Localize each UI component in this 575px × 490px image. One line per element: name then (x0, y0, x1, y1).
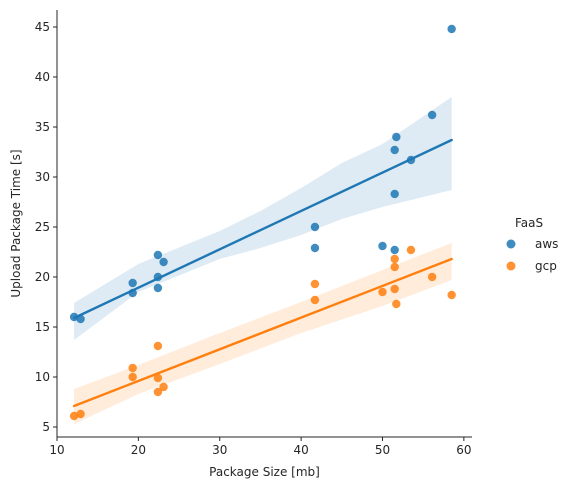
legend-marker-gcp (506, 261, 516, 271)
axes: 10 20 30 40 50 60 5 10 15 20 25 30 35 40 45 (35, 10, 472, 457)
x-tick-label: 60 (456, 443, 471, 457)
gcp-data-point (378, 287, 387, 297)
x-axis-label: Package Size [mb] (209, 465, 320, 479)
y-ticks: 5 10 15 20 25 30 35 40 45 (35, 20, 57, 434)
y-tick-label: 5 (42, 420, 50, 434)
y-tick-label: 15 (35, 320, 50, 334)
gcp-data-point (390, 262, 399, 272)
aws-confidence-band (74, 97, 452, 340)
y-axis-label: Upload Package Time [s] (9, 149, 23, 297)
legend: FaaS aws gcp (506, 216, 558, 273)
aws-data-point (159, 257, 168, 267)
y-tick-label: 10 (35, 370, 50, 384)
aws-data-point (310, 243, 320, 253)
x-tick-label: 20 (131, 443, 146, 457)
aws-data-point (427, 110, 437, 120)
gcp-regression-line (72, 257, 453, 408)
aws-data-point (153, 250, 163, 260)
y-tick-label: 35 (35, 120, 50, 134)
x-ticks: 10 20 30 40 50 60 (49, 437, 472, 457)
aws-regression-line (72, 138, 453, 320)
gcp-data-point (153, 373, 163, 383)
gcp-data-point (128, 363, 137, 373)
legend-title: FaaS (515, 216, 543, 230)
gcp-data-point (406, 245, 416, 255)
y-tick-label: 25 (35, 220, 50, 234)
aws-data-point (310, 222, 320, 232)
aws-data-point (392, 132, 401, 142)
gcp-data-point (128, 372, 137, 382)
legend-label-gcp: gcp (535, 259, 557, 273)
gcp-data-point (69, 411, 79, 421)
x-tick-label: 40 (293, 443, 308, 457)
aws-data-point (390, 145, 399, 155)
gcp-data-point (76, 409, 85, 419)
aws-data-point (128, 278, 137, 288)
data-points (69, 24, 456, 421)
y-tick-label: 20 (35, 270, 50, 284)
y-tick-label: 40 (35, 70, 50, 84)
x-tick-label: 10 (49, 443, 64, 457)
x-tick-label: 30 (212, 443, 227, 457)
regression-lines (72, 138, 453, 408)
aws-data-point (390, 245, 399, 255)
aws-data-point (406, 155, 416, 165)
gcp-data-point (390, 284, 399, 294)
x-tick-label: 50 (375, 443, 390, 457)
gcp-data-point (310, 279, 320, 289)
y-tick-label: 30 (35, 170, 50, 184)
legend-marker-aws (506, 239, 516, 249)
aws-data-point (128, 288, 137, 298)
gcp-data-point (159, 382, 168, 392)
y-tick-label: 45 (35, 20, 50, 34)
gcp-data-point (427, 272, 437, 282)
gcp-data-point (153, 387, 163, 397)
gcp-data-point (390, 254, 399, 264)
aws-data-point (76, 314, 85, 324)
aws-data-point (69, 312, 79, 322)
gcp-data-point (310, 295, 320, 305)
aws-data-point (153, 283, 163, 293)
aws-data-point (378, 241, 387, 251)
aws-data-point (447, 24, 456, 34)
legend-label-aws: aws (535, 237, 558, 251)
aws-data-point (153, 272, 163, 282)
aws-data-point (390, 189, 399, 199)
gcp-data-point (447, 290, 456, 300)
gcp-data-point (153, 341, 163, 351)
gcp-data-point (392, 299, 401, 309)
